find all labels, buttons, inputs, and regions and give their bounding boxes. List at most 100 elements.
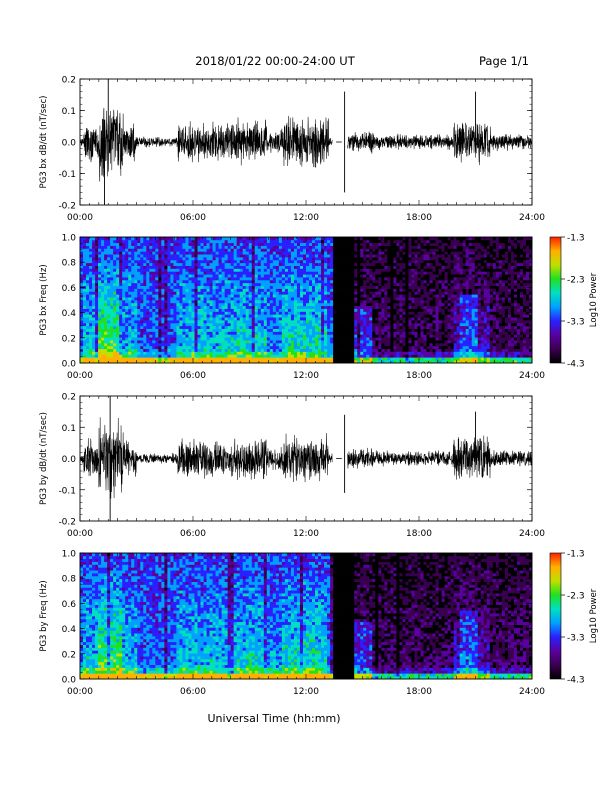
spectrogram-cell: [149, 277, 153, 281]
spectrogram-cell: [95, 285, 99, 289]
spectrogram-cell: [200, 248, 204, 252]
spectrogram-cell: [260, 357, 265, 361]
spectrogram-cell: [101, 342, 105, 347]
spectrogram-cell: [137, 300, 141, 304]
spectrogram-cell: [299, 277, 304, 281]
spectrogram-cell: [134, 262, 138, 266]
spectrogram-cell: [146, 237, 150, 241]
spectrogram-cell: [209, 351, 213, 355]
spectrogram-cell: [278, 285, 283, 289]
spectrogram-cell: [161, 348, 165, 352]
spectrogram-cell: [342, 257, 346, 261]
spectrogram-cell: [281, 357, 286, 361]
spectrogram-cell: [173, 271, 177, 275]
spectrogram-cell: [170, 291, 174, 295]
spectrogram-cell: [357, 337, 361, 341]
spectrogram-cell: [194, 259, 198, 264]
spectrogram-cell: [269, 237, 274, 241]
spectrogram-cell: [354, 288, 358, 292]
spectrogram-cell: [176, 314, 180, 318]
spectrogram-cell: [197, 297, 201, 301]
spectrogram-cell: [236, 325, 241, 329]
spectrogram-cell: [287, 308, 292, 312]
spectrogram-cell: [299, 237, 304, 241]
spectrogram-cell: [281, 239, 286, 244]
spectrogram-cell: [179, 288, 183, 292]
spectrogram-cell: [296, 311, 301, 315]
spectrogram-cell: [387, 242, 391, 246]
spectrogram-cell: [284, 331, 289, 335]
spectrogram-cell: [293, 351, 298, 355]
spectrogram-cell: [125, 300, 129, 304]
spectrogram-cell: [209, 242, 213, 246]
spectrogram-cell: [134, 308, 138, 312]
spectrogram-cell: [260, 262, 265, 266]
spectrogram-cell: [351, 271, 355, 275]
spectrogram-cell: [116, 277, 120, 281]
spectrogram-cell: [122, 245, 126, 249]
spectrogram-cell: [287, 320, 292, 324]
spectrogram-cell: [272, 302, 277, 307]
spectrogram-cell: [122, 239, 126, 244]
spectrogram-cell: [378, 274, 382, 278]
spectrogram-cell: [390, 277, 394, 281]
spectrogram-cell: [260, 300, 265, 304]
spectrogram-cell: [176, 268, 180, 272]
spectrogram-cell: [140, 285, 144, 289]
spectrogram-cell: [345, 311, 349, 315]
spectrogram-cell: [312, 360, 316, 364]
spectrogram-cell: [272, 314, 277, 318]
spectrogram-cell: [339, 345, 343, 350]
spectrogram-cell: [152, 325, 156, 329]
spectrogram-cell: [83, 257, 87, 261]
spectrogram-cell: [269, 282, 274, 287]
spectrogram-cell: [306, 348, 310, 352]
spectrogram-cell: [188, 268, 192, 272]
spectrogram-cell: [333, 340, 337, 344]
spectrogram-cell: [372, 242, 376, 246]
spectrogram-cell: [143, 285, 147, 289]
spectrogram-cell: [134, 297, 138, 301]
spectrogram-cell: [357, 308, 361, 312]
spectrogram-cell: [348, 242, 352, 246]
spectrogram-cell: [194, 288, 198, 292]
spectrogram-cell: [128, 334, 132, 338]
spectrogram-cell: [393, 320, 397, 324]
spectrogram-cell: [357, 248, 361, 252]
spectrogram-cell: [381, 285, 385, 289]
spectrogram-cell: [113, 305, 117, 309]
spectrogram-cell: [131, 297, 135, 301]
spectrogram-cell: [330, 285, 334, 289]
spectrogram-cell: [345, 348, 349, 352]
spectrogram-cell: [125, 345, 129, 350]
spectrogram-cell: [203, 248, 207, 252]
spectrogram-cell: [366, 328, 370, 332]
spectrogram-cell: [330, 294, 334, 298]
spectrogram-cell: [194, 251, 198, 255]
spectrogram-cell: [128, 308, 132, 312]
spectrogram-cell: [369, 257, 373, 261]
spectrogram-cell: [131, 325, 135, 329]
spectrogram-cell: [161, 294, 165, 298]
spectrogram-cell: [80, 337, 84, 341]
spectrogram-cell: [245, 337, 250, 341]
spectrogram-cell: [188, 288, 192, 292]
spectrogram-cell: [119, 317, 123, 321]
spectrogram-cell: [149, 334, 153, 338]
spectrogram-cell: [236, 334, 241, 338]
spectrogram-cell: [293, 297, 298, 301]
spectrogram-cell: [134, 248, 138, 252]
spectrogram-cell: [345, 237, 349, 241]
spectrogram-cell: [263, 328, 268, 332]
spectrogram-cell: [342, 291, 346, 295]
spectrogram-cell: [351, 345, 355, 350]
spectrogram-cell: [281, 271, 286, 275]
spectrogram-cell: [372, 311, 376, 315]
spectrogram-cell: [318, 262, 322, 266]
spectrogram-cell: [197, 245, 201, 249]
spectrogram-cell: [263, 277, 268, 281]
spectrogram-cell: [318, 337, 322, 341]
spectrogram-cell: [110, 239, 114, 244]
spectrogram-cell: [327, 340, 331, 344]
spectrogram-cell: [330, 314, 334, 318]
